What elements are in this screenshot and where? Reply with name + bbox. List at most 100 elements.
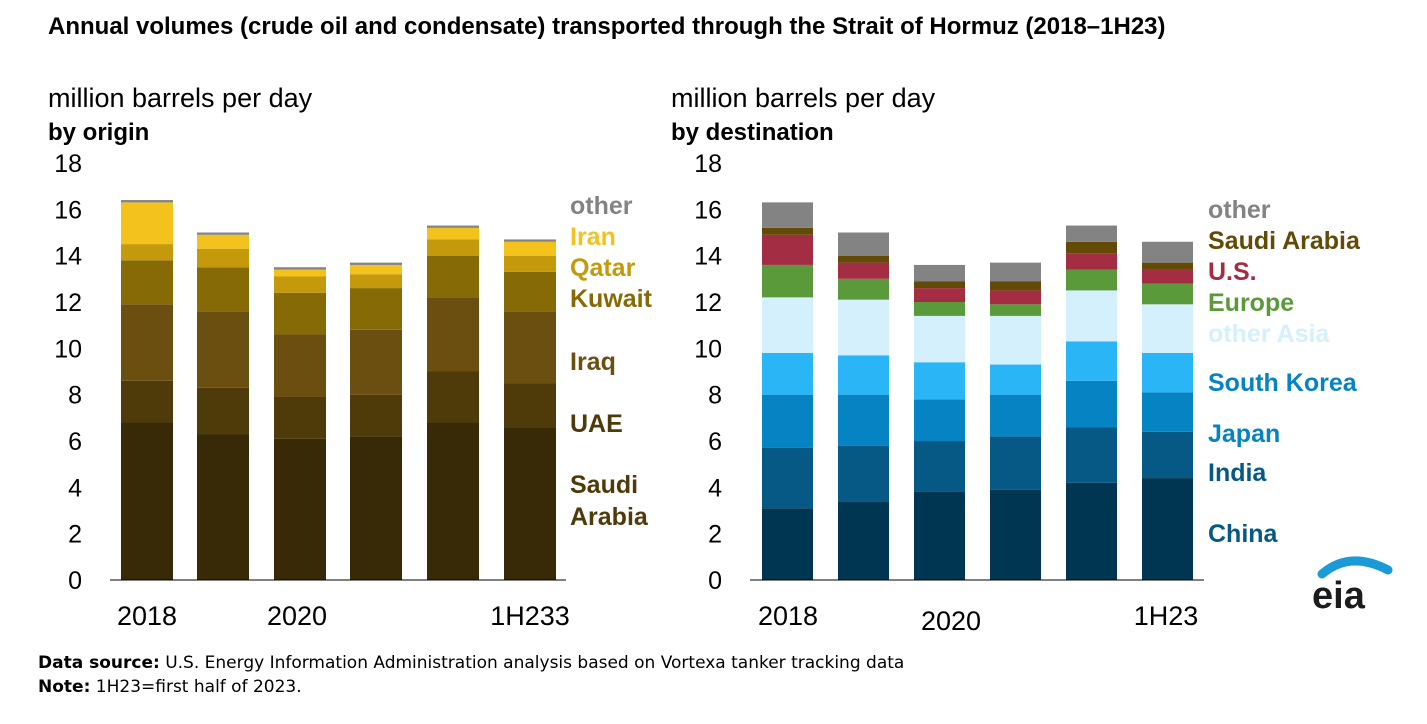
bar-segment: [838, 355, 889, 395]
legend-label: South Korea: [1208, 369, 1358, 397]
bar-segment: [838, 255, 889, 263]
bar-segment: [838, 299, 889, 356]
bar-segment: [121, 422, 173, 580]
bar-segment: [1142, 352, 1193, 393]
panel-subtitle: by destination: [671, 119, 834, 146]
note-text: 1H23=first half of 2023.: [95, 677, 302, 697]
bar-segment: [838, 501, 889, 580]
y-tick-label: 18: [694, 150, 722, 178]
bar-segment: [504, 255, 556, 272]
bar-segment: [274, 396, 326, 439]
bar-segment: [504, 241, 556, 256]
bar-segment: [121, 200, 173, 203]
bar-segment: [1066, 380, 1117, 428]
bar-segment: [1066, 225, 1117, 242]
bar-segment: [350, 264, 402, 275]
chart-title: Annual volumes (crude oil and condensate…: [48, 13, 1166, 40]
legend-label: other: [570, 192, 633, 220]
bar-segment: [274, 334, 326, 397]
bar-segment: [504, 239, 556, 242]
eia-logo: eia: [1312, 556, 1393, 617]
bar-segment: [121, 244, 173, 261]
y-tick-label: 0: [68, 567, 82, 595]
y-tick-label: 18: [54, 150, 82, 178]
bar-segment: [350, 329, 402, 395]
bar-segment: [274, 276, 326, 293]
bar-segment: [1142, 431, 1193, 479]
y-tick-label: 16: [694, 196, 722, 224]
bar-segment: [762, 447, 813, 509]
y-tick-label: 14: [54, 243, 82, 271]
x-tick-label: 2020: [921, 606, 981, 636]
bar-segment: [762, 234, 813, 265]
bar-segment: [504, 311, 556, 384]
legend-label: other: [1208, 196, 1271, 224]
bar-segment: [197, 387, 249, 435]
bar-segment: [762, 202, 813, 228]
bar-segment: [990, 436, 1041, 490]
bar-segment: [762, 227, 813, 235]
bar-segment: [838, 262, 889, 279]
y-tick-label: 2: [68, 521, 82, 549]
bar-segment: [121, 380, 173, 423]
bar-segment: [504, 271, 556, 312]
bar-segment: [1142, 262, 1193, 270]
bar-segment: [427, 255, 479, 298]
bar-segment: [427, 225, 479, 228]
bar-segment: [1142, 392, 1193, 432]
bar-segment: [914, 441, 965, 492]
data-source-label: Data source:: [38, 653, 160, 673]
x-tick-label: 1H233: [490, 601, 570, 631]
unit-label: million barrels per day: [48, 83, 313, 113]
legend-label: U.S.: [1208, 258, 1257, 286]
bar-segment: [274, 269, 326, 277]
y-tick-label: 8: [708, 382, 722, 410]
bar-segment: [350, 436, 402, 580]
y-tick-label: 6: [708, 428, 722, 456]
x-tick-label: 2018: [117, 601, 177, 631]
bar-segment: [1066, 427, 1117, 483]
data-source-text: U.S. Energy Information Administration a…: [165, 653, 905, 673]
bar-segment: [838, 278, 889, 300]
bar-segment: [427, 239, 479, 256]
bar-segment: [914, 315, 965, 363]
bar-segment: [350, 274, 402, 289]
bar-segment: [914, 281, 965, 289]
y-tick-label: 4: [68, 474, 82, 502]
legend-label: Kuwait: [570, 285, 653, 313]
unit-label: million barrels per day: [671, 83, 936, 113]
bar-segment: [504, 427, 556, 580]
bar-segment: [990, 262, 1041, 282]
bar-segment: [1066, 482, 1117, 580]
note-line: Note: 1H23=first half of 2023.: [38, 676, 302, 698]
bar-segment: [762, 352, 813, 395]
bar-segment: [197, 311, 249, 388]
bar-segment: [427, 422, 479, 580]
bar-segment: [1142, 283, 1193, 305]
panel-subtitle: by origin: [48, 119, 149, 146]
bar-segment: [427, 227, 479, 240]
note-label: Note:: [38, 677, 91, 697]
bar-segment: [914, 399, 965, 441]
bar-segment: [121, 260, 173, 305]
legend-label: Japan: [1208, 420, 1280, 448]
bar-segment: [762, 264, 813, 298]
bar-segment: [1142, 478, 1193, 580]
bar-segment: [1142, 241, 1193, 263]
legend-label: Saudi Arabia: [1208, 227, 1361, 255]
bar-segment: [1066, 253, 1117, 270]
y-tick-label: 14: [694, 243, 722, 271]
bar-segment: [838, 445, 889, 502]
bar-segment: [838, 232, 889, 256]
y-tick-label: 10: [54, 335, 82, 363]
x-tick-label: 1H23: [1134, 601, 1199, 631]
bar-segment: [990, 394, 1041, 437]
bar-segment: [914, 302, 965, 316]
bar-segment: [427, 297, 479, 372]
bar-segment: [197, 232, 249, 235]
bar-segment: [914, 362, 965, 400]
bar-segment: [762, 508, 813, 580]
legend-label: other Asia: [1208, 320, 1330, 348]
y-tick-label: 10: [694, 335, 722, 363]
bar-segment: [197, 434, 249, 580]
